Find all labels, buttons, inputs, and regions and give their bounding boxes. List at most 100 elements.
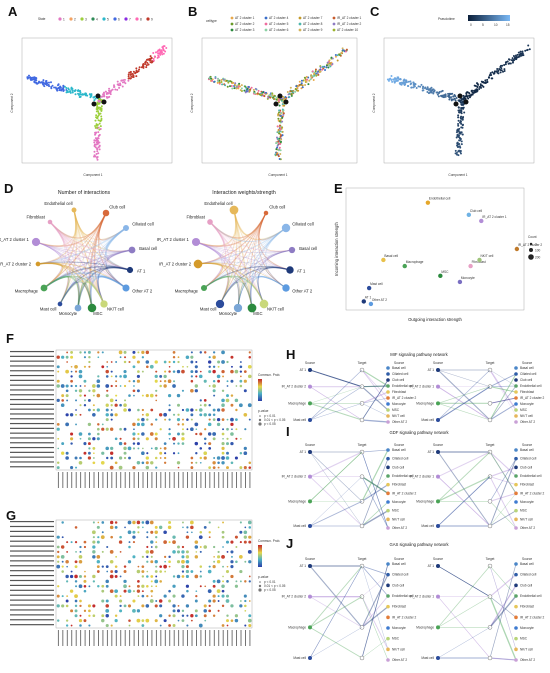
interaction-edge — [59, 281, 80, 309]
trajectory-cell — [274, 153, 277, 156]
signal-edge — [437, 386, 491, 421]
bubble — [221, 442, 225, 446]
bubble — [114, 525, 118, 529]
celltype-legend-swatch — [264, 22, 268, 26]
bubble — [190, 614, 194, 618]
source-header: Source — [305, 557, 315, 561]
bubble — [65, 394, 69, 398]
bubble — [115, 375, 118, 378]
trajectory-cell — [95, 123, 98, 126]
trajectory-cell — [440, 94, 443, 97]
bubble — [212, 355, 216, 359]
bubble — [185, 565, 189, 569]
signal-edge — [489, 369, 517, 387]
receiver-node — [514, 604, 518, 609]
trajectory-cell — [95, 107, 98, 110]
receiver-node-label: IR_AT 2 cluster 2 — [520, 491, 545, 495]
trajectory-cell — [423, 87, 426, 90]
bubble — [146, 560, 149, 563]
bubble — [208, 413, 212, 417]
trajectory-cell — [262, 91, 265, 94]
bubble — [115, 380, 118, 383]
bubble — [61, 521, 64, 524]
col-label-line — [151, 472, 153, 488]
row-label-line — [10, 370, 54, 372]
bubble — [105, 403, 109, 407]
signal-edge — [361, 385, 389, 388]
trajectory-cell — [345, 48, 348, 51]
bubble — [239, 365, 243, 369]
bubble — [186, 589, 189, 593]
bubble — [65, 413, 69, 417]
receiver-node-label: MSC — [392, 637, 400, 641]
bubble — [226, 614, 229, 617]
receiver-node — [386, 491, 390, 496]
signal-edge — [309, 596, 363, 628]
receiver-node — [386, 658, 390, 662]
bubble — [78, 619, 83, 623]
row-label-line — [10, 398, 54, 401]
trajectory-cell — [276, 125, 279, 128]
trajectory-cell — [71, 91, 74, 94]
trajectory-cell — [100, 119, 103, 122]
bubble — [127, 589, 132, 594]
bubble — [79, 604, 82, 608]
interaction-edge — [89, 281, 105, 309]
e-point-label: Monocyte — [461, 276, 475, 280]
signal-edge — [361, 451, 389, 529]
source-node — [308, 499, 312, 504]
bubble — [195, 432, 198, 436]
bubble — [123, 384, 127, 388]
receiver-node-label: MSC — [520, 408, 528, 412]
bubble — [136, 589, 141, 593]
bubble — [69, 589, 74, 593]
bubble — [163, 540, 167, 544]
c-xlabel: Component 1 — [448, 173, 467, 177]
receiver-node-label: Endothelial cell — [392, 384, 414, 388]
bubble — [61, 595, 64, 598]
bubble — [177, 432, 180, 436]
row-label-line — [10, 350, 54, 353]
bubble — [158, 525, 163, 530]
receiver-node-label: Club cell — [392, 378, 405, 382]
row-label-line — [10, 427, 54, 429]
receiver-node — [514, 384, 518, 388]
bubble — [181, 609, 185, 613]
receiver-node — [386, 420, 390, 424]
e-ylabel: Incoming interaction strength — [334, 221, 339, 275]
trajectory-cell — [122, 79, 125, 82]
bubble — [248, 614, 252, 618]
col-label-line — [133, 472, 135, 488]
bubble — [88, 624, 91, 627]
bubble — [96, 560, 101, 564]
bubble — [132, 447, 136, 450]
bubble — [109, 398, 114, 403]
trajectory-cell — [93, 139, 96, 142]
bubble — [207, 569, 212, 574]
celltype-legend-title: celltype — [206, 19, 217, 23]
trajectory-cell — [283, 104, 286, 107]
trajectory-cell — [74, 89, 77, 92]
bubble — [239, 451, 243, 455]
col-label-line — [187, 472, 189, 488]
bubble — [213, 394, 216, 397]
receiver-node — [514, 408, 518, 412]
trajectory-cell — [311, 70, 314, 73]
signal-edge — [361, 379, 389, 421]
a-xlabel: Component 1 — [83, 173, 102, 177]
trajectory-cell — [427, 88, 430, 91]
interaction-edge — [209, 221, 287, 242]
signal-edge — [489, 466, 517, 478]
bubble — [96, 379, 101, 384]
bubble — [248, 600, 251, 602]
bubble — [225, 456, 230, 460]
col-label-line — [218, 630, 220, 646]
bubble — [239, 569, 243, 574]
interaction-edge — [233, 209, 267, 236]
trajectory-cell — [461, 106, 464, 109]
target-node — [487, 499, 493, 504]
bubble — [142, 447, 144, 450]
trajectory-cell — [457, 129, 460, 132]
bubble — [164, 418, 167, 421]
